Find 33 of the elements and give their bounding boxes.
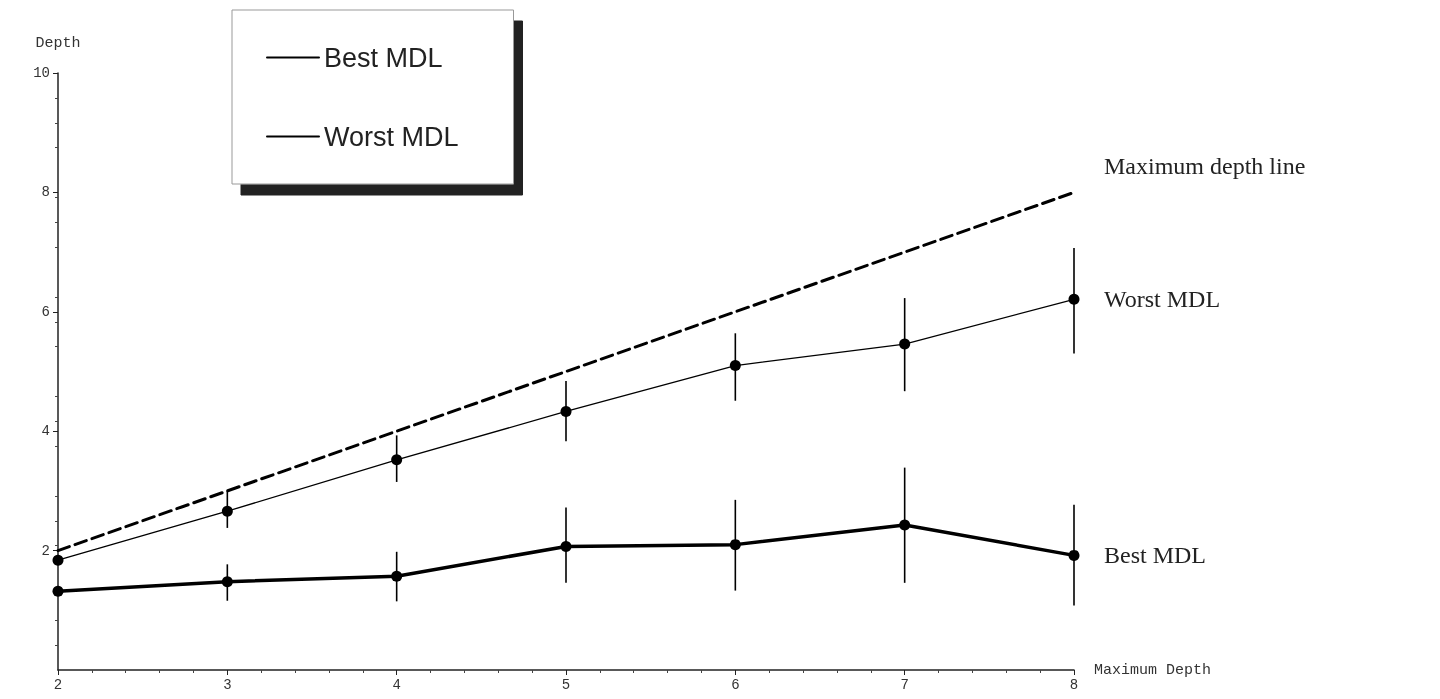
point [221, 505, 233, 517]
point [391, 570, 403, 582]
point [729, 360, 741, 372]
x-tick-label: 8 [1069, 677, 1079, 693]
y-axis-title: Depth [35, 35, 81, 52]
point [221, 576, 233, 588]
x-tick-label: 6 [731, 677, 740, 693]
text: Best MDL [1104, 542, 1206, 569]
point [1068, 293, 1080, 305]
x-tick-label: 7 [900, 677, 909, 693]
series-label: Maximum depth line [1104, 153, 1306, 180]
point [1068, 549, 1080, 561]
x-tick-label: 5 [561, 677, 571, 693]
text: Worst MDL [1104, 286, 1221, 313]
point [560, 406, 572, 417]
point [729, 539, 741, 551]
point [52, 585, 64, 597]
point [391, 454, 403, 466]
y-tick-label: 4 [41, 423, 50, 440]
legend-label: Worst MDL [324, 121, 459, 152]
point [52, 554, 64, 566]
x-axis-title: Maximum Depth [1094, 661, 1212, 679]
y-tick-label: 2 [41, 542, 50, 559]
point [560, 540, 572, 552]
y-tick-label: 8 [41, 184, 50, 201]
point [899, 338, 911, 350]
legend-label: Best MDL [324, 42, 443, 73]
y-tick-label: 6 [41, 303, 50, 320]
y-tick-label: 10 [33, 65, 50, 81]
point [899, 519, 911, 531]
x-tick-label: 3 [223, 677, 232, 693]
x-tick-label: 4 [392, 677, 401, 693]
x-tick-label: 2 [53, 677, 63, 693]
